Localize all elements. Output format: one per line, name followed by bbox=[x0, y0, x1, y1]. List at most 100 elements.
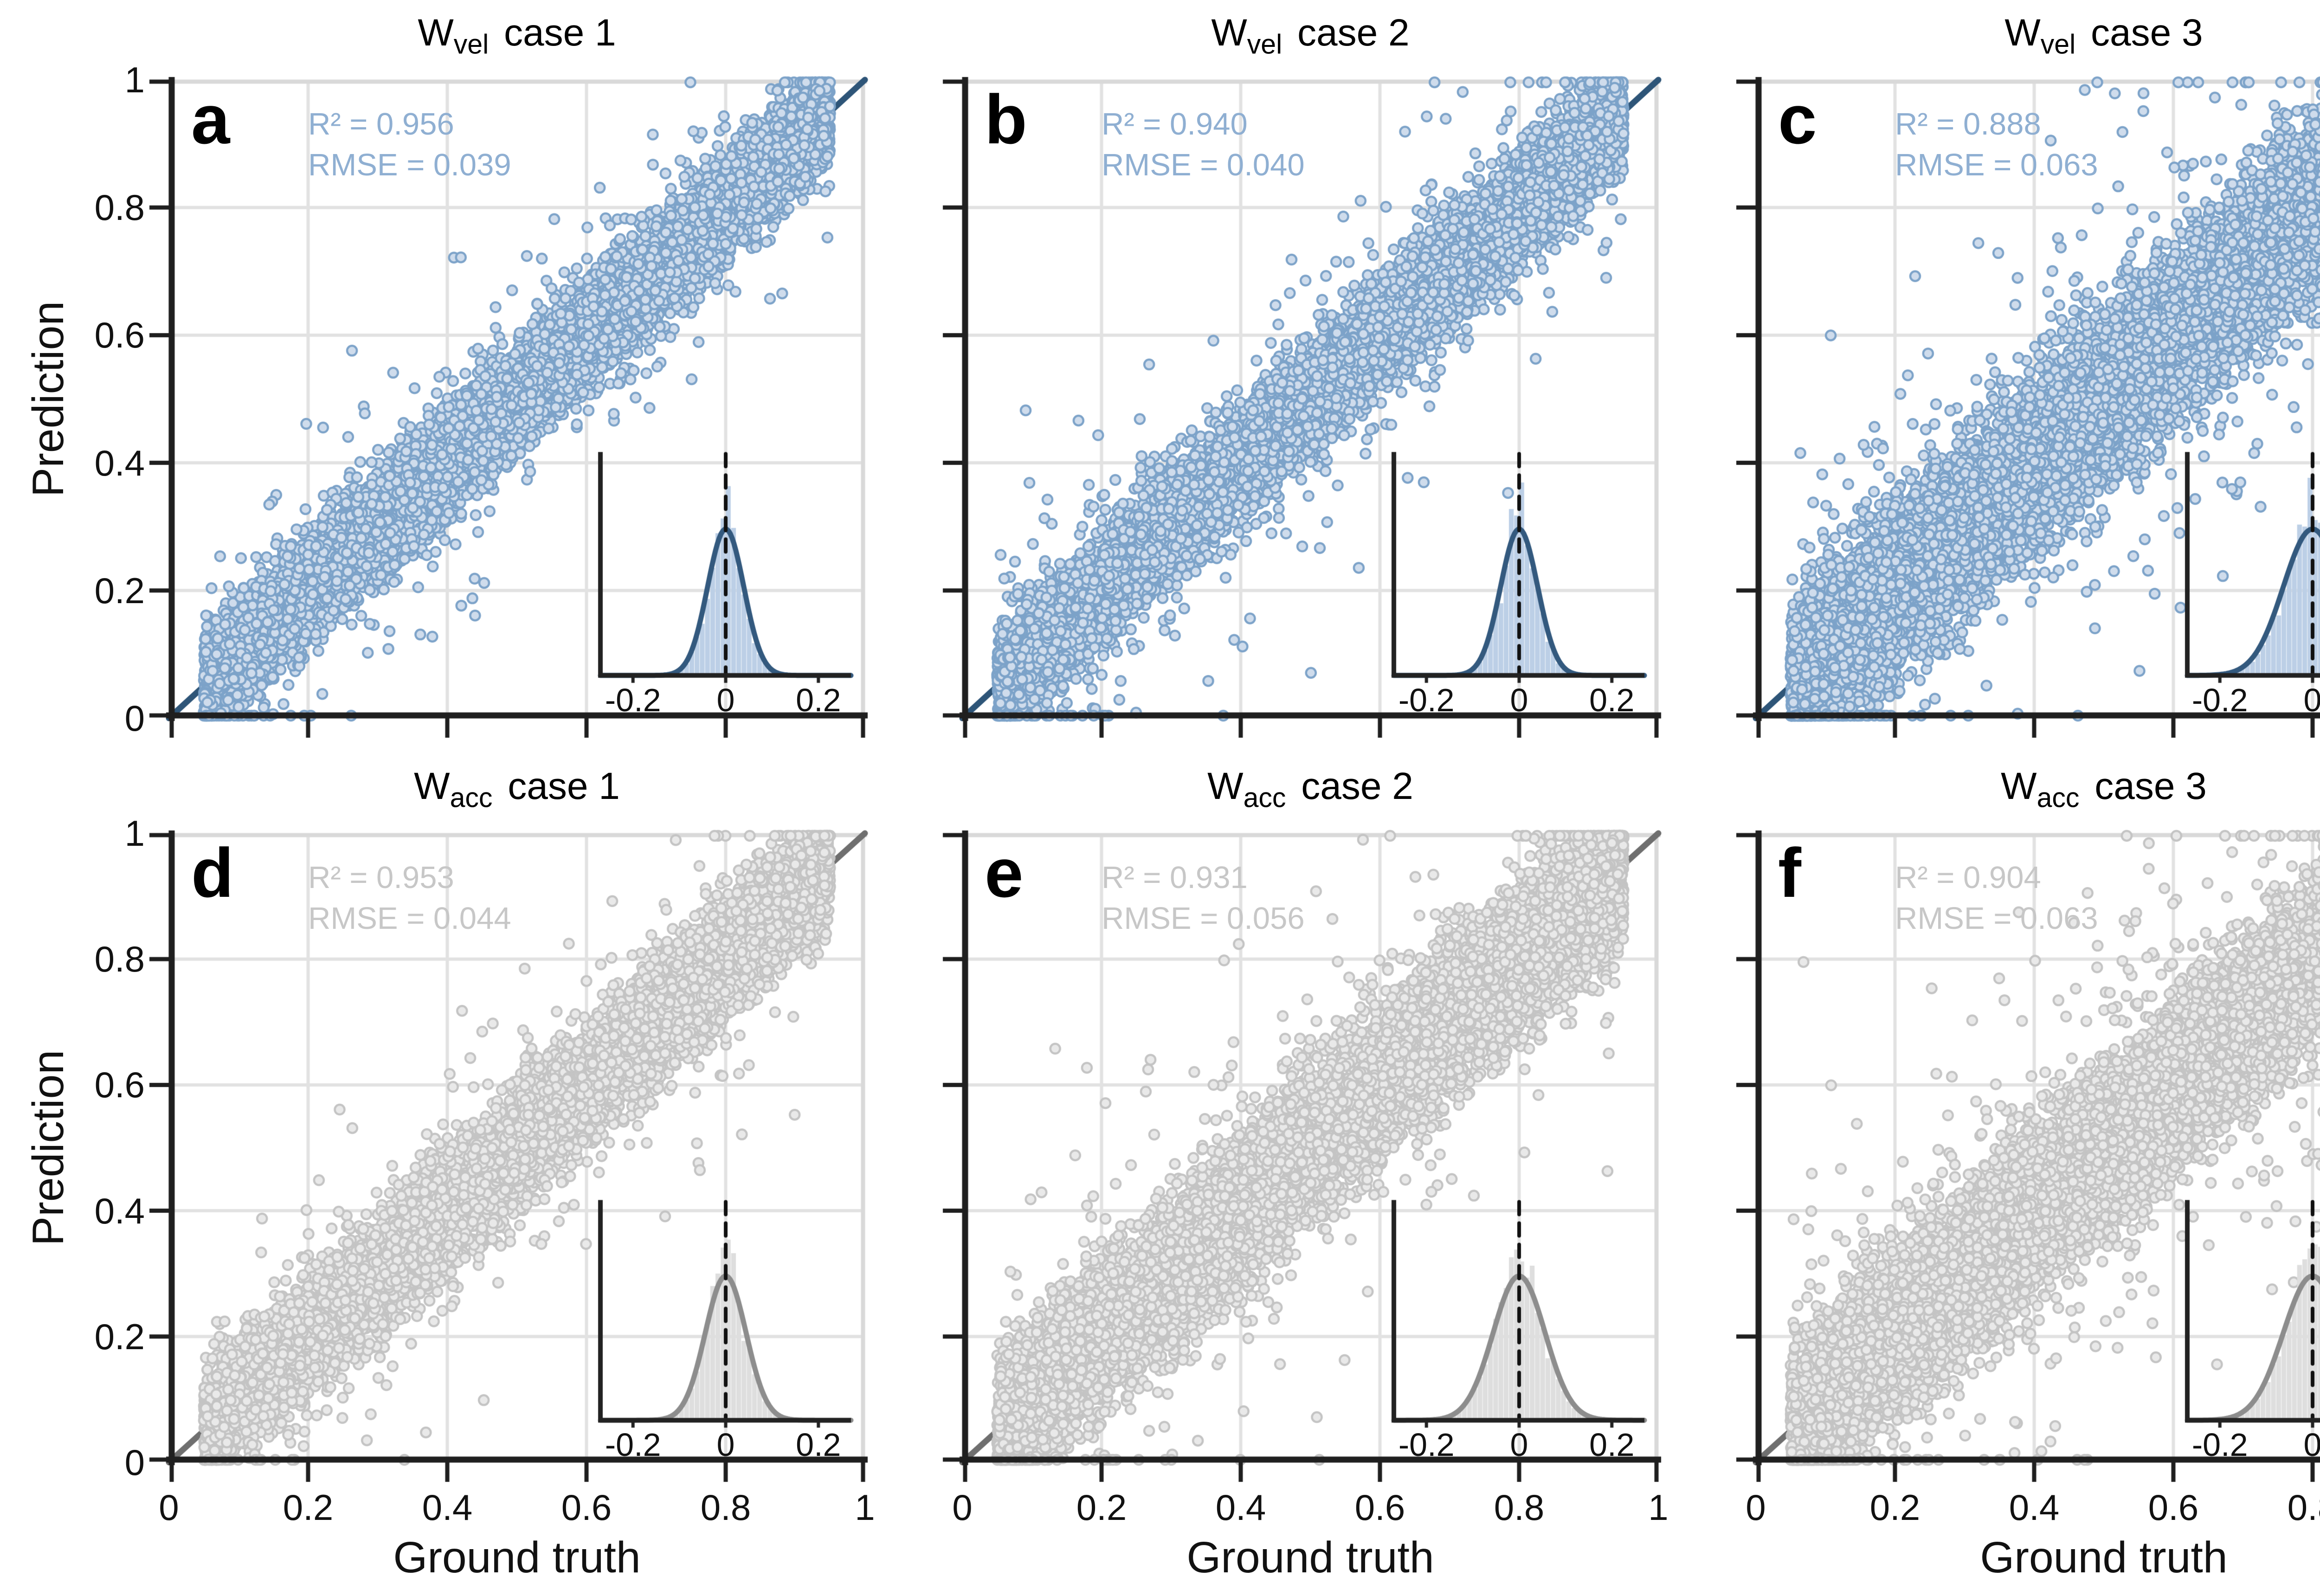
scatter-plot-canvas-c bbox=[1728, 52, 2320, 746]
title-symbol: W bbox=[1207, 765, 1244, 808]
title-symbol: W bbox=[418, 12, 454, 54]
inset-tick-label: -0.2 bbox=[2191, 682, 2248, 718]
x-tick-label: 0.4 bbox=[422, 1487, 473, 1528]
x-tick-label: 0.4 bbox=[1215, 1487, 1266, 1528]
stats-rmse: RMSE = 0.039 bbox=[308, 148, 511, 183]
panel-title: Wvel case 1 bbox=[122, 11, 911, 60]
y-tick-label: 0.8 bbox=[94, 187, 145, 228]
title-subscript: acc bbox=[1243, 783, 1286, 813]
panel-title: Wacc case 3 bbox=[1709, 765, 2320, 814]
stats-r2: R² = 0.904 bbox=[1895, 860, 2041, 895]
x-axis-label: Ground truth bbox=[393, 1533, 641, 1582]
title-case: case 2 bbox=[1297, 12, 1410, 54]
inset-tick-label: 0 bbox=[2303, 1426, 2320, 1463]
x-tick-label: 0.6 bbox=[2148, 1487, 2199, 1528]
y-tick-label: 1 bbox=[124, 59, 145, 100]
y-tick-label: 0.6 bbox=[94, 1064, 145, 1106]
panel-title: Wvel case 2 bbox=[916, 11, 1705, 60]
inset-tick-label: -0.2 bbox=[605, 682, 661, 718]
inset-tick-row: -0.2 0 0.2 bbox=[1394, 80, 1644, 718]
title-symbol: W bbox=[1211, 12, 1247, 54]
y-tick-label: 0.2 bbox=[94, 570, 145, 611]
inset-tick-row: -0.2 0 0.2 bbox=[2187, 833, 2320, 1462]
y-tick-label: 0.2 bbox=[94, 1316, 145, 1357]
x-tick-label: 0.2 bbox=[283, 1487, 334, 1528]
stats-r2: R² = 0.888 bbox=[1895, 107, 2041, 142]
inset-tick-label: -0.2 bbox=[605, 1426, 661, 1463]
title-subscript: vel bbox=[453, 29, 489, 60]
inset-tick-label: 0.2 bbox=[796, 682, 841, 718]
title-case: case 1 bbox=[504, 12, 616, 54]
panel-b: Wvel case 2 b R² = 0.940 RMSE = 0.040 -0.… bbox=[934, 12, 1686, 746]
x-tick-label: 0.8 bbox=[2287, 1487, 2320, 1528]
inset-tick-label: 0.2 bbox=[1589, 682, 1635, 718]
scatter-plot-canvas-d bbox=[141, 805, 893, 1490]
panel-letter: e bbox=[985, 834, 1024, 912]
inset-tick-label: 0 bbox=[1510, 682, 1528, 718]
title-subscript: acc bbox=[2036, 783, 2080, 813]
panel-letter: f bbox=[1778, 834, 1801, 912]
x-axis-label: Ground truth bbox=[1186, 1533, 1434, 1582]
panel-c: Wvel case 3 c R² = 0.888 RMSE = 0.063 -0.… bbox=[1728, 12, 2320, 746]
stats-r2: R² = 0.940 bbox=[1102, 107, 1248, 142]
y-tick-label: 0 bbox=[124, 698, 145, 739]
inset-tick-label: 0 bbox=[2303, 682, 2320, 718]
inset-tick-row: -0.2 0 0.2 bbox=[1394, 833, 1644, 1462]
panel-e: Wacc case 2 e R² = 0.931 RMSE = 0.056 0 0… bbox=[934, 765, 1686, 1580]
stats-block: R² = 0.956 RMSE = 0.039 bbox=[308, 104, 511, 186]
panel-letter: c bbox=[1778, 80, 1817, 158]
inset-tick-label: -0.2 bbox=[1398, 1426, 1455, 1463]
x-axis-label: Ground truth bbox=[1980, 1533, 2228, 1582]
x-tick-label: 0.6 bbox=[561, 1487, 612, 1528]
inset-tick-row: -0.2 0 0.2 bbox=[2187, 80, 2320, 718]
panel-title: Wvel case 3 bbox=[1709, 11, 2320, 60]
y-tick-label: 0.6 bbox=[94, 315, 145, 356]
title-subscript: vel bbox=[2040, 29, 2076, 60]
x-tick-label: 1 bbox=[1648, 1487, 1669, 1528]
panel-letter: d bbox=[191, 834, 234, 912]
title-symbol: W bbox=[414, 765, 450, 808]
y-tick-label: 0 bbox=[124, 1442, 145, 1483]
panel-title: Wacc case 2 bbox=[916, 765, 1705, 814]
stats-rmse: RMSE = 0.063 bbox=[1895, 148, 2098, 183]
stats-block: R² = 0.940 RMSE = 0.040 bbox=[1102, 104, 1305, 186]
stats-r2: R² = 0.953 bbox=[308, 860, 454, 895]
inset-tick-label: 0 bbox=[716, 682, 735, 718]
stats-rmse: RMSE = 0.040 bbox=[1102, 148, 1305, 183]
stats-r2: R² = 0.956 bbox=[308, 107, 454, 142]
inset-tick-row: -0.2 0 0.2 bbox=[600, 80, 851, 718]
panel-d: Wacc case 1 d R² = 0.953 RMSE = 0.044 1 0… bbox=[24, 765, 893, 1580]
stats-block: R² = 0.904 RMSE = 0.063 bbox=[1895, 857, 2098, 940]
x-tick-label: 0 bbox=[952, 1487, 973, 1528]
y-axis-label: Prediction bbox=[24, 301, 73, 497]
inset-tick-label: 0.2 bbox=[1589, 1426, 1635, 1463]
y-tick-label: 1 bbox=[124, 813, 145, 854]
x-tick-label: 0.8 bbox=[1494, 1487, 1545, 1528]
x-tick-label: 0.6 bbox=[1354, 1487, 1405, 1528]
scatter-plot-canvas-a bbox=[141, 52, 893, 746]
scatter-plot-canvas-f bbox=[1728, 805, 2320, 1490]
title-subscript: acc bbox=[450, 783, 493, 813]
x-tick-label: 0.2 bbox=[1076, 1487, 1127, 1528]
inset-tick-label: -0.2 bbox=[1398, 682, 1455, 718]
stats-block: R² = 0.931 RMSE = 0.056 bbox=[1102, 857, 1305, 940]
stats-rmse: RMSE = 0.056 bbox=[1102, 901, 1305, 936]
panel-a: Wvel case 1 a R² = 0.956 RMSE = 0.039 1 0… bbox=[24, 12, 893, 746]
title-case: case 3 bbox=[2094, 765, 2207, 808]
title-symbol: W bbox=[2001, 765, 2037, 808]
stats-block: R² = 0.953 RMSE = 0.044 bbox=[308, 857, 511, 940]
inset-tick-label: 0 bbox=[716, 1426, 735, 1463]
inset-tick-label: 0 bbox=[1510, 1426, 1528, 1463]
stats-block: R² = 0.888 RMSE = 0.063 bbox=[1895, 104, 2098, 186]
panel-letter: b bbox=[985, 80, 1027, 158]
x-tick-label: 1 bbox=[855, 1487, 875, 1528]
title-symbol: W bbox=[2004, 12, 2041, 54]
title-subscript: vel bbox=[1247, 29, 1282, 60]
x-tick-label: 0.2 bbox=[1869, 1487, 1920, 1528]
inset-tick-label: -0.2 bbox=[2191, 1426, 2248, 1463]
title-case: case 3 bbox=[2091, 12, 2203, 54]
x-tick-label: 0.8 bbox=[700, 1487, 751, 1528]
stats-rmse: RMSE = 0.063 bbox=[1895, 901, 2098, 936]
stats-rmse: RMSE = 0.044 bbox=[308, 901, 511, 936]
